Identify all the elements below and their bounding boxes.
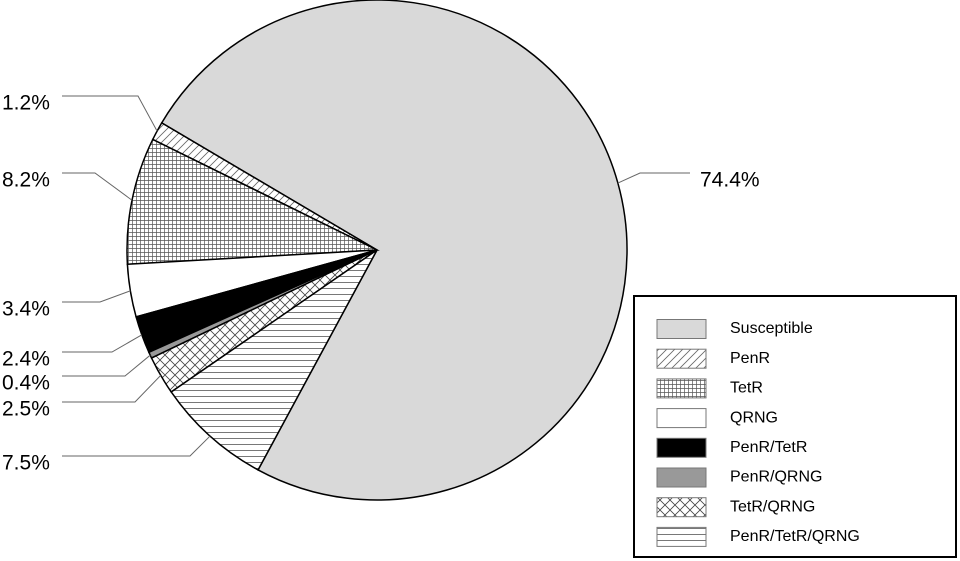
data-label: 0.4% bbox=[2, 372, 50, 395]
legend-swatch bbox=[656, 348, 707, 369]
data-label: 2.4% bbox=[2, 348, 50, 371]
legend-label: PenR/TetR/QRNG bbox=[730, 528, 860, 545]
leader-line bbox=[617, 172, 690, 184]
data-label: 74.4% bbox=[700, 169, 760, 192]
legend-label: Susceptible bbox=[730, 320, 813, 337]
leader-line bbox=[62, 435, 211, 457]
data-label: 8.2% bbox=[2, 169, 50, 192]
data-label: 2.5% bbox=[2, 398, 50, 421]
data-label: 3.4% bbox=[2, 298, 50, 321]
legend-label: TetR/QRNG bbox=[730, 498, 815, 515]
leader-line bbox=[62, 172, 133, 201]
pie-slice bbox=[170, 249, 378, 471]
legend-label: PenR bbox=[730, 350, 770, 367]
legend-swatch bbox=[656, 408, 707, 429]
legend-swatch bbox=[656, 526, 707, 547]
legend-swatch bbox=[656, 437, 707, 458]
leader-line bbox=[62, 334, 143, 353]
leader-line bbox=[62, 95, 158, 132]
legend-label: TetR bbox=[730, 380, 763, 397]
leader-line bbox=[62, 354, 151, 377]
legend-swatch bbox=[656, 378, 707, 399]
legend-swatch bbox=[656, 319, 707, 339]
legend-label: PenR/QRNG bbox=[730, 469, 822, 486]
data-label: 1.2% bbox=[2, 92, 50, 115]
legend-label: QRNG bbox=[730, 409, 778, 426]
legend-label: PenR/TetR bbox=[730, 439, 807, 456]
data-label: 7.5% bbox=[2, 452, 50, 475]
pie-slice bbox=[160, 0, 628, 501]
leader-line bbox=[62, 375, 162, 403]
leader-line bbox=[62, 290, 131, 303]
pie-slice bbox=[126, 138, 380, 266]
legend-swatch bbox=[656, 497, 707, 518]
legend-swatch bbox=[656, 467, 707, 488]
